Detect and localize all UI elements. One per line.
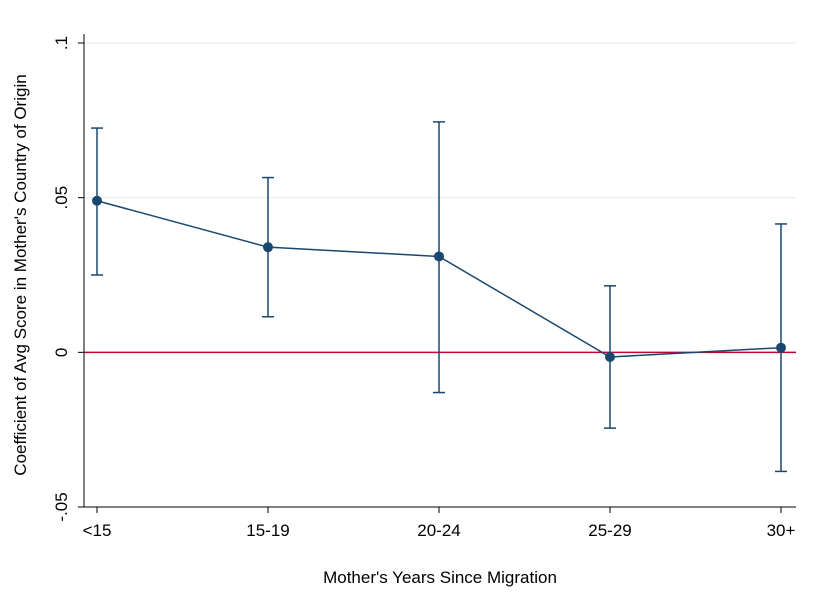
x-tick-label: 30+ bbox=[767, 521, 796, 540]
y-axis-ticks: -.05 0 .05 .1 bbox=[52, 36, 84, 522]
x-axis-title: Mother's Years Since Migration bbox=[323, 568, 557, 587]
y-axis-title: Coefficient of Avg Score in Mother's Cou… bbox=[11, 74, 30, 475]
confidence-intervals bbox=[91, 121, 787, 473]
y-tick-label: .1 bbox=[52, 36, 71, 50]
x-tick-label: 15-19 bbox=[246, 521, 289, 540]
data-point bbox=[605, 351, 615, 362]
data-point bbox=[776, 342, 786, 353]
x-tick-label: 20-24 bbox=[417, 521, 460, 540]
data-point bbox=[92, 195, 102, 206]
y-tick-label: .05 bbox=[52, 186, 71, 210]
y-tick-label: -.05 bbox=[52, 492, 71, 521]
series-group bbox=[92, 195, 786, 362]
x-tick-label: 25-29 bbox=[588, 521, 631, 540]
x-axis-ticks: <15 15-19 20-24 25-29 30+ bbox=[83, 507, 796, 540]
x-tick-label: <15 bbox=[83, 521, 112, 540]
data-point bbox=[434, 251, 444, 262]
y-tick-label: 0 bbox=[52, 348, 71, 357]
grid-lines bbox=[84, 42, 796, 508]
data-point bbox=[263, 242, 273, 253]
